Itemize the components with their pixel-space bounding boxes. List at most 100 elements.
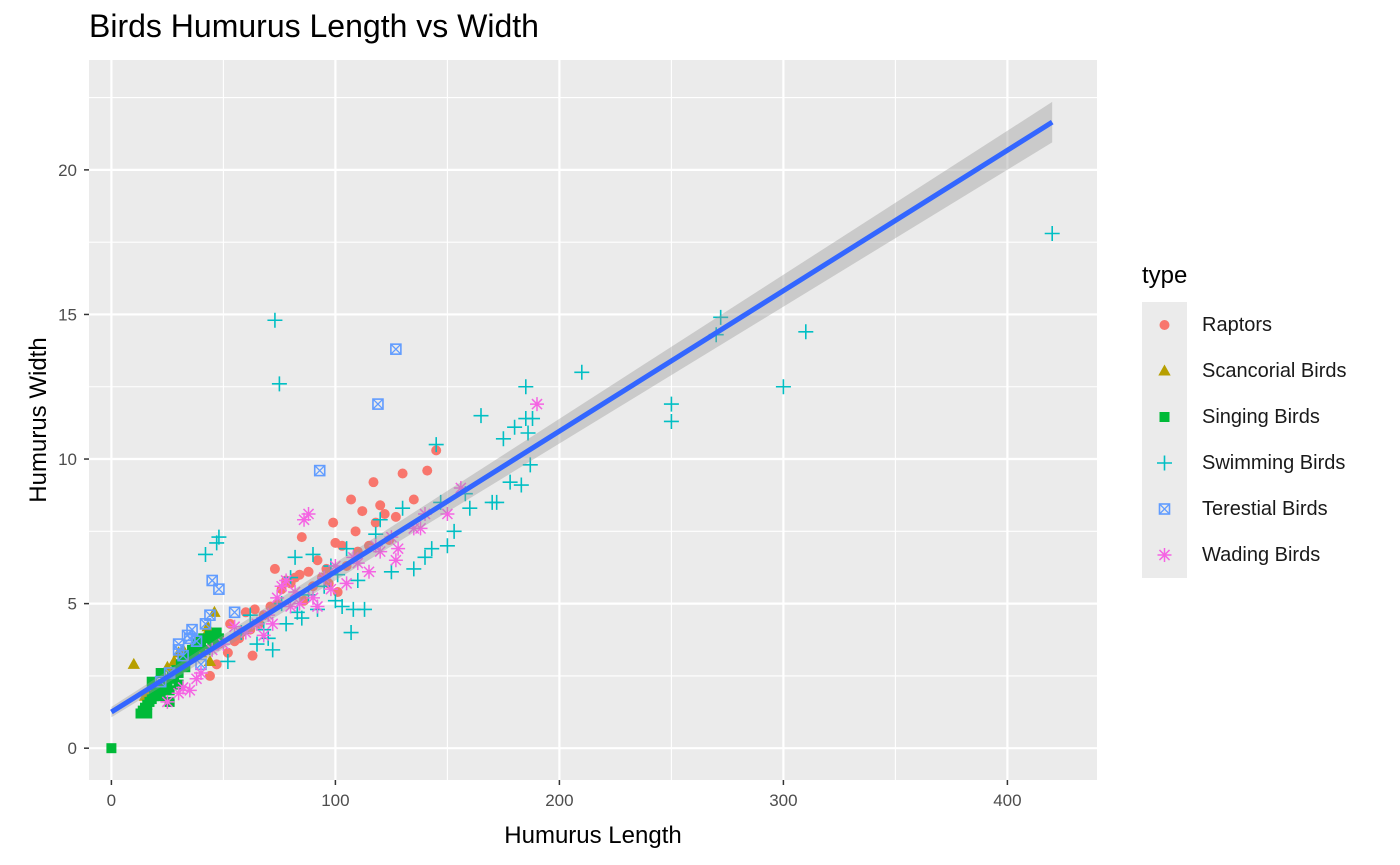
data-point (343, 625, 359, 641)
plot-panel (89, 60, 1097, 780)
legend-key (1158, 503, 1171, 515)
legend-item: Singing Birds (1142, 394, 1320, 440)
data-point (270, 590, 285, 605)
data-point (507, 419, 523, 435)
data-point (513, 477, 529, 493)
data-point (306, 590, 320, 605)
legend-label: Raptors (1202, 313, 1273, 336)
data-point (222, 647, 233, 658)
data-point (274, 579, 289, 594)
data-point (189, 647, 200, 658)
legend-marker (1158, 503, 1171, 515)
data-point (305, 546, 321, 562)
data-point (312, 555, 323, 566)
data-point (194, 666, 208, 681)
x-tick-label: 300 (769, 791, 797, 810)
legend-marker (1157, 455, 1172, 471)
data-point (328, 559, 343, 574)
legend-marker (1158, 364, 1171, 376)
data-point (279, 573, 294, 588)
data-point (339, 576, 354, 591)
data-point (525, 411, 541, 427)
data-point (663, 413, 679, 429)
data-point (440, 506, 455, 521)
legend-label: Scancorial Birds (1202, 359, 1347, 382)
data-point (238, 625, 253, 640)
data-point (453, 480, 468, 495)
data-point (213, 583, 225, 595)
data-point (350, 556, 365, 571)
legend-key (1159, 320, 1170, 330)
data-point (213, 633, 224, 644)
legend-item: Raptors (1142, 302, 1272, 348)
data-point (287, 549, 303, 565)
legend-label: Singing Birds (1202, 405, 1320, 428)
y-tick-label: 20 (58, 161, 77, 180)
data-point (256, 628, 271, 643)
data-point (350, 526, 361, 537)
legend-key (1157, 455, 1172, 471)
legend-item: Swimming Birds (1142, 440, 1345, 486)
x-axis-title: Humurus Length (504, 822, 681, 849)
data-point (346, 550, 361, 565)
data-point (395, 500, 411, 516)
legend-title: type (1142, 262, 1188, 289)
data-point (388, 553, 403, 568)
data-point (518, 379, 534, 395)
data-point (211, 627, 222, 638)
data-point (227, 619, 242, 634)
legend-label: Wading Birds (1202, 543, 1321, 566)
legend-label: Terestial Birds (1202, 497, 1328, 520)
legend: type Raptors Scancorial Birds Singing Bird… (1142, 262, 1347, 578)
data-point (383, 564, 399, 580)
legend-marker (1159, 412, 1170, 422)
data-point (242, 607, 258, 623)
data-point (362, 564, 376, 579)
data-point (197, 546, 213, 562)
x-tick-label: 100 (321, 791, 349, 810)
data-point (413, 521, 428, 536)
data-point (228, 606, 241, 619)
data-point (288, 585, 303, 600)
data-point (172, 644, 185, 656)
y-tick-label: 15 (58, 305, 77, 324)
major-gridlines (89, 60, 1097, 780)
data-point (462, 500, 478, 516)
data-point (249, 604, 260, 615)
data-point (313, 464, 326, 477)
data-point (379, 508, 390, 519)
data-point (265, 642, 281, 658)
data-point (439, 538, 455, 554)
data-point (296, 532, 307, 543)
data-point (798, 324, 814, 340)
legend-marker (1157, 548, 1172, 562)
data-point (417, 549, 433, 565)
data-point (160, 694, 175, 709)
data-point (220, 653, 236, 669)
legend-item: Wading Birds (1142, 532, 1320, 578)
data-point (162, 676, 173, 687)
data-point (406, 561, 422, 577)
data-point (334, 599, 350, 615)
data-point (265, 616, 280, 631)
data-point (530, 397, 544, 412)
data-point (663, 396, 679, 412)
data-point (323, 582, 338, 597)
legend-marker (1159, 320, 1170, 330)
data-point (408, 494, 419, 505)
trend-line (110, 120, 1054, 715)
data-point (292, 596, 307, 611)
data-point (373, 544, 388, 559)
y-tick-label: 5 (68, 595, 77, 614)
x-tick-label: 0 (107, 791, 116, 810)
data-point (520, 425, 536, 441)
data-point (489, 494, 505, 510)
data-point (391, 541, 406, 556)
data-point (397, 468, 408, 479)
data-point (176, 680, 191, 695)
data-point (204, 630, 215, 641)
data-point (271, 376, 287, 392)
data-point (127, 657, 140, 669)
data-point (249, 636, 265, 652)
